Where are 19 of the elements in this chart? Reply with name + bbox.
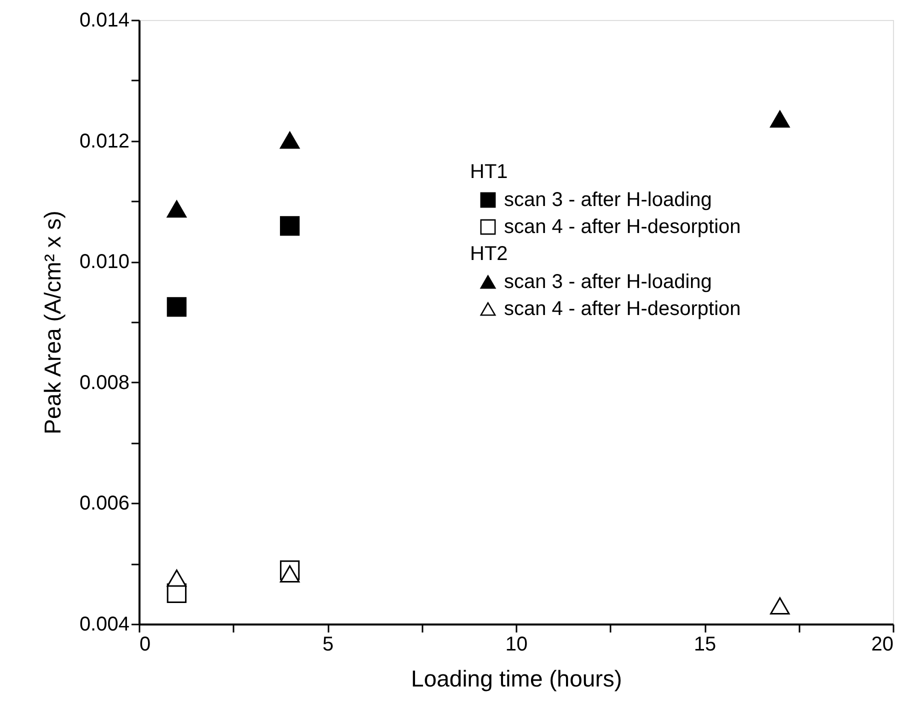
legend-label: scan 3 - after H-loading [504, 271, 712, 293]
x-axis-title: Loading time (hours) [411, 666, 622, 692]
x-tick-label: 15 [694, 634, 716, 656]
x-tick-label: 20 [871, 634, 894, 656]
x-tick-label: 10 [505, 634, 528, 656]
legend-label: scan 4 - after H-desorption [504, 298, 741, 320]
legend-label: scan 4 - after H-desorption [504, 216, 741, 238]
y-tick-label: 0.004 [79, 614, 130, 636]
x-tick-label: 5 [322, 634, 334, 656]
annotation: HT2 [470, 243, 508, 265]
y-tick-label: 0.014 [79, 10, 130, 32]
annotation: HT1 [470, 161, 508, 183]
y-tick-label: 0.012 [79, 130, 130, 152]
legend-label: scan 3 - after H-loading [504, 189, 712, 211]
y-tick-label: 0.006 [79, 492, 130, 515]
y-tick-label: 0.010 [79, 251, 130, 274]
y-tick-label: 0.008 [79, 372, 130, 394]
x-tick-label: 0 [140, 634, 151, 656]
y-axis-title: Peak Area (A/cm² x s) [39, 210, 66, 434]
